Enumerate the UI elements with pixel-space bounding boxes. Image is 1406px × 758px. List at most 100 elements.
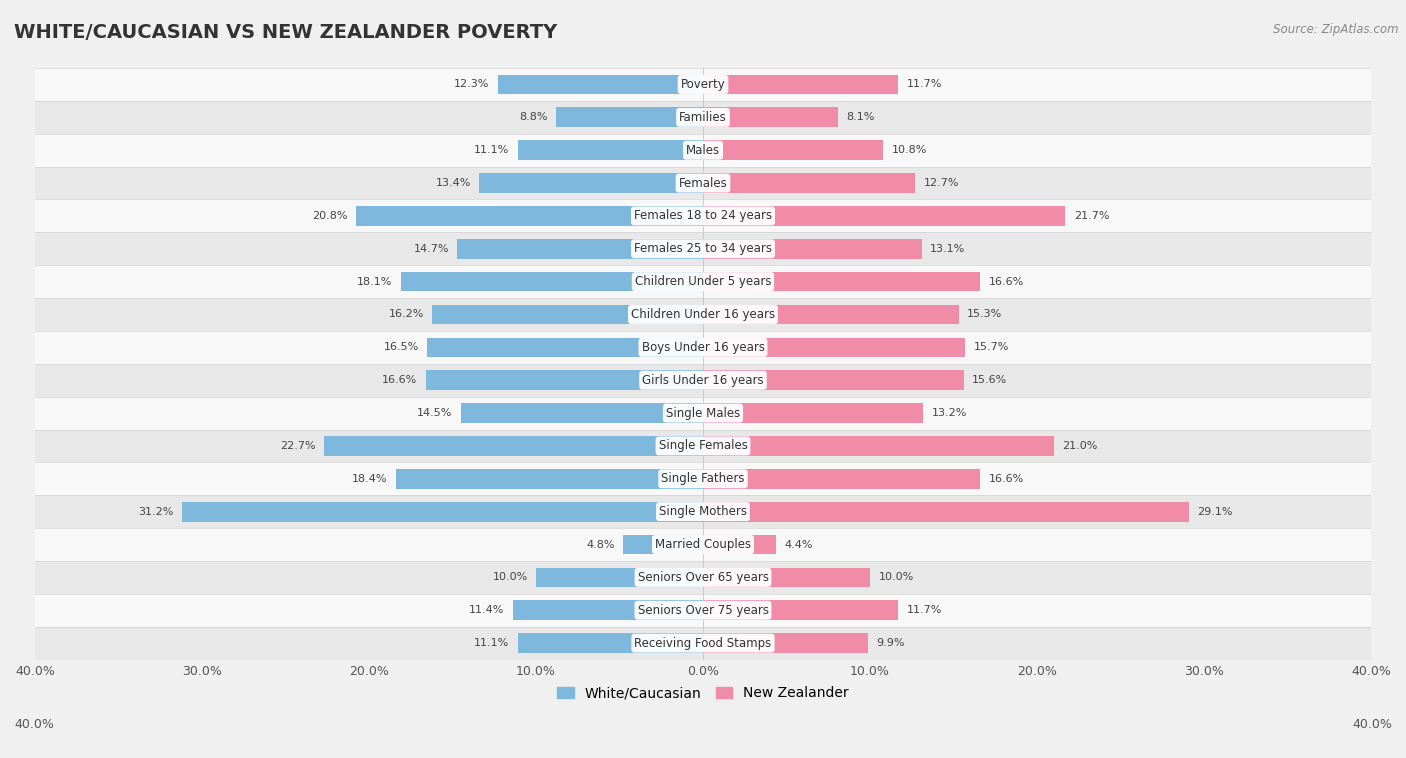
Text: Families: Families	[679, 111, 727, 124]
Text: Single Fathers: Single Fathers	[661, 472, 745, 485]
Text: 16.6%: 16.6%	[988, 277, 1024, 287]
Text: 10.8%: 10.8%	[891, 146, 927, 155]
Text: Receiving Food Stamps: Receiving Food Stamps	[634, 637, 772, 650]
Text: Girls Under 16 years: Girls Under 16 years	[643, 374, 763, 387]
Text: 29.1%: 29.1%	[1198, 506, 1233, 517]
Bar	[461, 403, 703, 423]
Text: Married Couples: Married Couples	[655, 538, 751, 551]
Text: 4.4%: 4.4%	[785, 540, 813, 550]
Bar	[35, 265, 1371, 298]
Bar	[323, 436, 703, 456]
Bar	[513, 600, 703, 620]
Text: Single Females: Single Females	[658, 440, 748, 453]
Bar	[35, 364, 1371, 396]
Text: 20.8%: 20.8%	[312, 211, 347, 221]
Text: 10.0%: 10.0%	[879, 572, 914, 582]
Bar	[35, 627, 1371, 659]
Text: Females 18 to 24 years: Females 18 to 24 years	[634, 209, 772, 222]
Bar	[395, 469, 703, 489]
Text: Poverty: Poverty	[681, 78, 725, 91]
Bar	[35, 199, 1371, 233]
Bar	[35, 561, 1371, 594]
Text: 31.2%: 31.2%	[138, 506, 173, 517]
Text: Children Under 5 years: Children Under 5 years	[634, 275, 772, 288]
Text: 40.0%: 40.0%	[1353, 719, 1392, 731]
Bar	[623, 534, 703, 554]
Bar	[35, 101, 1371, 133]
Bar	[35, 133, 1371, 167]
Bar	[35, 594, 1371, 627]
Text: 13.2%: 13.2%	[932, 408, 967, 418]
Text: Children Under 16 years: Children Under 16 years	[631, 308, 775, 321]
Text: 21.0%: 21.0%	[1062, 441, 1098, 451]
Bar	[703, 502, 1189, 522]
Bar	[457, 239, 703, 258]
Text: 11.7%: 11.7%	[907, 605, 942, 615]
Bar	[703, 534, 776, 554]
Text: 14.5%: 14.5%	[418, 408, 453, 418]
Bar	[703, 239, 922, 258]
Bar	[35, 396, 1371, 430]
Bar	[703, 600, 898, 620]
Bar	[498, 74, 703, 94]
Text: 15.7%: 15.7%	[973, 343, 1010, 352]
Bar	[401, 272, 703, 292]
Bar	[703, 436, 1053, 456]
Bar	[703, 74, 898, 94]
Text: Males: Males	[686, 144, 720, 157]
Text: 11.4%: 11.4%	[468, 605, 505, 615]
Text: Boys Under 16 years: Boys Under 16 years	[641, 341, 765, 354]
Text: 12.7%: 12.7%	[924, 178, 959, 188]
Text: 22.7%: 22.7%	[280, 441, 315, 451]
Bar	[35, 495, 1371, 528]
Legend: White/Caucasian, New Zealander: White/Caucasian, New Zealander	[551, 681, 855, 706]
Text: 16.6%: 16.6%	[988, 474, 1024, 484]
Bar	[479, 174, 703, 193]
Text: Source: ZipAtlas.com: Source: ZipAtlas.com	[1274, 23, 1399, 36]
Text: Females: Females	[679, 177, 727, 190]
Text: 11.1%: 11.1%	[474, 146, 509, 155]
Bar	[703, 140, 883, 160]
Text: 13.1%: 13.1%	[931, 244, 966, 254]
Text: 18.1%: 18.1%	[357, 277, 392, 287]
Text: 10.0%: 10.0%	[492, 572, 527, 582]
Bar	[517, 140, 703, 160]
Bar	[703, 469, 980, 489]
Text: 15.6%: 15.6%	[972, 375, 1007, 385]
Text: 16.5%: 16.5%	[384, 343, 419, 352]
Text: WHITE/CAUCASIAN VS NEW ZEALANDER POVERTY: WHITE/CAUCASIAN VS NEW ZEALANDER POVERTY	[14, 23, 557, 42]
Bar	[35, 298, 1371, 331]
Bar	[433, 305, 703, 324]
Text: 18.4%: 18.4%	[352, 474, 387, 484]
Bar	[703, 272, 980, 292]
Text: Seniors Over 65 years: Seniors Over 65 years	[637, 571, 769, 584]
Text: 13.4%: 13.4%	[436, 178, 471, 188]
Text: 15.3%: 15.3%	[967, 309, 1002, 320]
Text: Single Mothers: Single Mothers	[659, 505, 747, 518]
Text: 40.0%: 40.0%	[14, 719, 53, 731]
Text: 11.1%: 11.1%	[474, 638, 509, 648]
Bar	[703, 633, 869, 653]
Bar	[703, 108, 838, 127]
Bar	[181, 502, 703, 522]
Text: Single Males: Single Males	[666, 406, 740, 420]
Bar	[427, 337, 703, 357]
Text: 8.8%: 8.8%	[519, 112, 548, 122]
Bar	[703, 174, 915, 193]
Text: Seniors Over 75 years: Seniors Over 75 years	[637, 603, 769, 617]
Text: 14.7%: 14.7%	[413, 244, 449, 254]
Bar	[35, 233, 1371, 265]
Text: 21.7%: 21.7%	[1074, 211, 1109, 221]
Text: Females 25 to 34 years: Females 25 to 34 years	[634, 243, 772, 255]
Text: 4.8%: 4.8%	[586, 540, 614, 550]
Bar	[517, 633, 703, 653]
Text: 8.1%: 8.1%	[846, 112, 875, 122]
Text: 12.3%: 12.3%	[454, 80, 489, 89]
Bar	[703, 403, 924, 423]
Bar	[35, 167, 1371, 199]
Text: 11.7%: 11.7%	[907, 80, 942, 89]
Bar	[555, 108, 703, 127]
Bar	[703, 305, 959, 324]
Text: 9.9%: 9.9%	[877, 638, 905, 648]
Bar	[35, 528, 1371, 561]
